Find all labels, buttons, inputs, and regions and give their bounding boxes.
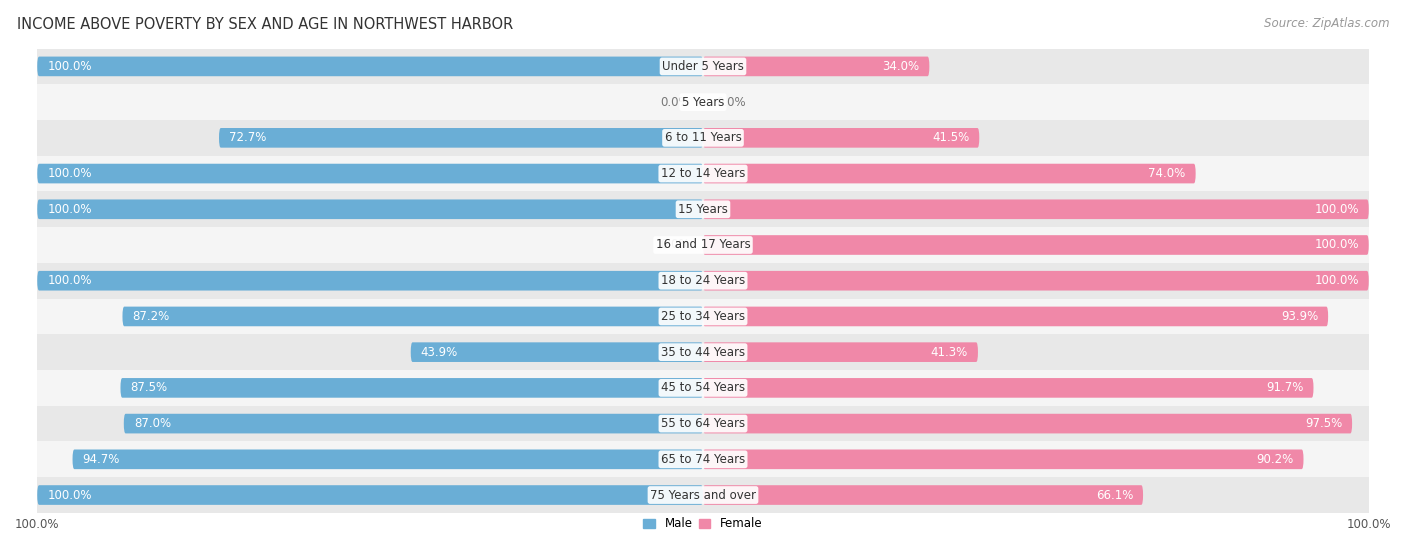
Text: 100.0%: 100.0% (48, 489, 91, 501)
Bar (37, 49, 1369, 84)
FancyBboxPatch shape (37, 200, 703, 219)
Bar (37, 263, 1369, 299)
Text: 87.5%: 87.5% (131, 381, 167, 395)
Text: 35 to 44 Years: 35 to 44 Years (661, 345, 745, 359)
FancyBboxPatch shape (703, 449, 1303, 469)
FancyBboxPatch shape (122, 307, 703, 326)
Text: 45 to 54 Years: 45 to 54 Years (661, 381, 745, 395)
Text: 93.9%: 93.9% (1281, 310, 1319, 323)
FancyBboxPatch shape (37, 164, 703, 183)
Text: Under 5 Years: Under 5 Years (662, 60, 744, 73)
FancyBboxPatch shape (121, 378, 703, 397)
FancyBboxPatch shape (703, 235, 1369, 255)
FancyBboxPatch shape (703, 342, 979, 362)
Text: 87.0%: 87.0% (134, 417, 172, 430)
Text: Source: ZipAtlas.com: Source: ZipAtlas.com (1264, 17, 1389, 30)
Text: 41.5%: 41.5% (932, 131, 969, 144)
Text: 100.0%: 100.0% (1315, 239, 1358, 252)
Text: 0.0%: 0.0% (659, 239, 690, 252)
Bar (37, 442, 1369, 477)
Text: 74.0%: 74.0% (1149, 167, 1185, 180)
Bar (37, 334, 1369, 370)
Text: INCOME ABOVE POVERTY BY SEX AND AGE IN NORTHWEST HARBOR: INCOME ABOVE POVERTY BY SEX AND AGE IN N… (17, 17, 513, 32)
Text: 12 to 14 Years: 12 to 14 Years (661, 167, 745, 180)
Bar (37, 299, 1369, 334)
Text: 100.0%: 100.0% (1315, 203, 1358, 216)
Text: 91.7%: 91.7% (1267, 381, 1303, 395)
Text: 100.0%: 100.0% (48, 203, 91, 216)
Text: 66.1%: 66.1% (1095, 489, 1133, 501)
FancyBboxPatch shape (219, 128, 703, 148)
FancyBboxPatch shape (703, 307, 1329, 326)
Text: 18 to 24 Years: 18 to 24 Years (661, 274, 745, 287)
FancyBboxPatch shape (703, 414, 1353, 433)
FancyBboxPatch shape (37, 271, 703, 291)
Text: 94.7%: 94.7% (83, 453, 120, 466)
Text: 5 Years: 5 Years (682, 96, 724, 108)
Text: 75 Years and over: 75 Years and over (650, 489, 756, 501)
Text: 0.0%: 0.0% (659, 96, 690, 108)
Text: 100.0%: 100.0% (48, 167, 91, 180)
Text: 65 to 74 Years: 65 to 74 Years (661, 453, 745, 466)
FancyBboxPatch shape (703, 378, 1313, 397)
Bar (37, 477, 1369, 513)
FancyBboxPatch shape (37, 485, 703, 505)
Text: 6 to 11 Years: 6 to 11 Years (665, 131, 741, 144)
FancyBboxPatch shape (703, 485, 1143, 505)
Text: 90.2%: 90.2% (1257, 453, 1294, 466)
Text: 87.2%: 87.2% (132, 310, 170, 323)
Text: 34.0%: 34.0% (882, 60, 920, 73)
Text: 100.0%: 100.0% (48, 60, 91, 73)
Bar (37, 84, 1369, 120)
FancyBboxPatch shape (73, 449, 703, 469)
Bar (37, 370, 1369, 406)
Text: 15 Years: 15 Years (678, 203, 728, 216)
Bar (37, 156, 1369, 191)
FancyBboxPatch shape (703, 128, 980, 148)
Text: 100.0%: 100.0% (48, 274, 91, 287)
Text: 25 to 34 Years: 25 to 34 Years (661, 310, 745, 323)
Text: 100.0%: 100.0% (1315, 274, 1358, 287)
FancyBboxPatch shape (411, 342, 703, 362)
FancyBboxPatch shape (703, 200, 1369, 219)
FancyBboxPatch shape (37, 56, 703, 76)
Bar (37, 406, 1369, 442)
FancyBboxPatch shape (703, 164, 1195, 183)
FancyBboxPatch shape (703, 56, 929, 76)
Text: 72.7%: 72.7% (229, 131, 266, 144)
Text: 43.9%: 43.9% (420, 345, 458, 359)
FancyBboxPatch shape (124, 414, 703, 433)
Text: 41.3%: 41.3% (931, 345, 967, 359)
Text: 16 and 17 Years: 16 and 17 Years (655, 239, 751, 252)
Bar (37, 227, 1369, 263)
Bar (37, 120, 1369, 156)
Bar (37, 191, 1369, 227)
Text: 97.5%: 97.5% (1305, 417, 1343, 430)
Text: 55 to 64 Years: 55 to 64 Years (661, 417, 745, 430)
Text: 0.0%: 0.0% (716, 96, 747, 108)
Legend: Male, Female: Male, Female (638, 513, 768, 535)
FancyBboxPatch shape (703, 271, 1369, 291)
